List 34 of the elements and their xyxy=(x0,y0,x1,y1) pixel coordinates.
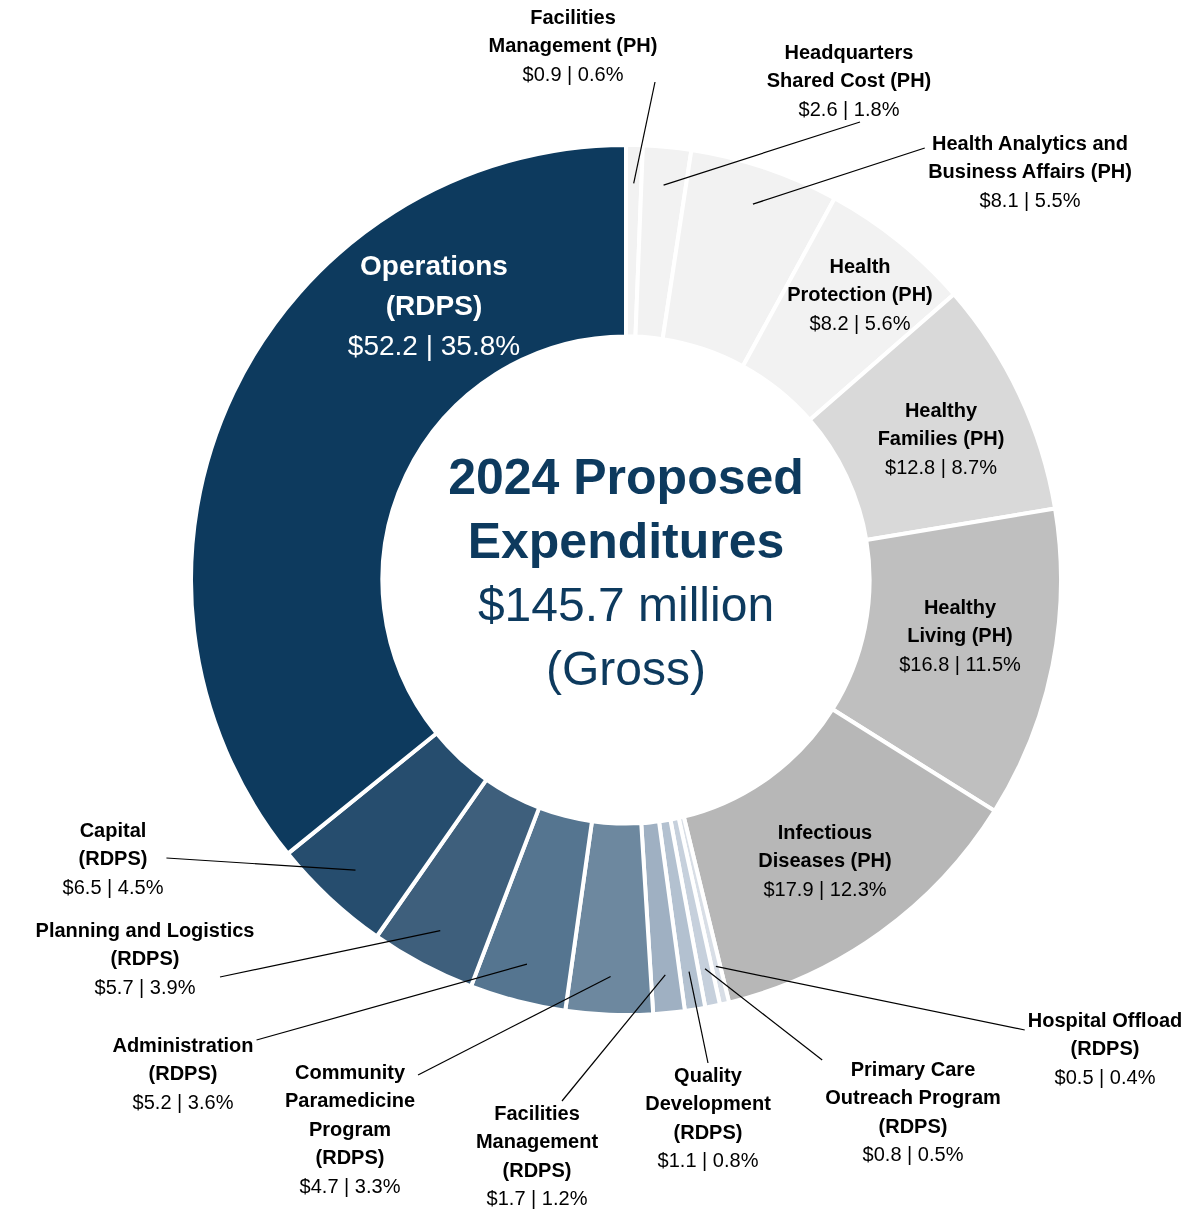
data-label: $0.9 | 0.6% xyxy=(522,62,624,85)
text: 2024 Proposed Expenditures xyxy=(447,448,805,571)
slice-label: Headquarters Shared Cost (PH) xyxy=(766,40,932,92)
data-label: $17.9 | 12.3% xyxy=(763,877,887,900)
data-label: $1.1 | 0.8% xyxy=(657,1149,759,1172)
data-label: $12.8 | 8.7% xyxy=(885,455,998,478)
data-label: $5.7 | 3.9% xyxy=(94,975,196,998)
data-label: $4.7 | 3.3% xyxy=(299,1174,401,1197)
data-label: $16.8 | 11.5% xyxy=(899,652,1021,675)
slice-label: Primary Care Outreach Program (RDPS) xyxy=(825,1057,1001,1137)
data-label: $52.2 | 35.8% xyxy=(347,329,521,361)
slice-label: Community Paramedicine Program (RDPS) xyxy=(284,1060,416,1169)
data-label: $5.2 | 3.6% xyxy=(132,1090,234,1113)
slice-label: Planning and Logistics (RDPS) xyxy=(35,918,255,970)
slice-label: Facilities Management (PH) xyxy=(488,5,658,57)
slice-label: Capital (RDPS) xyxy=(78,818,148,870)
data-label: $2.6 | 1.8% xyxy=(798,97,900,120)
slice-label: Health Analytics and Business Affairs (PH) xyxy=(928,131,1132,183)
data-label: $6.5 | 4.5% xyxy=(62,875,164,898)
data-label: $8.1 | 5.5% xyxy=(979,188,1081,211)
slice-label: Healthy Families (PH) xyxy=(877,398,1005,450)
slice-label: Health Protection (PH) xyxy=(787,254,933,306)
slice-label: Facilities Management (RDPS) xyxy=(475,1101,599,1181)
slice-label: Infectious Diseases (PH) xyxy=(758,820,892,872)
data-label: $0.5 | 0.4% xyxy=(1054,1065,1156,1088)
slice-label: Quality Development (RDPS) xyxy=(645,1063,772,1143)
slice-label: Healthy Living (PH) xyxy=(907,595,1013,647)
data-label: $0.8 | 0.5% xyxy=(862,1143,964,1166)
slice-label: Hospital Offload (RDPS) xyxy=(1027,1008,1183,1060)
slice-label: Administration (RDPS) xyxy=(112,1033,254,1085)
slice-label: Operations (RDPS) xyxy=(360,249,508,321)
text: $145.7 million (Gross) xyxy=(476,577,776,697)
data-label: $1.7 | 1.2% xyxy=(486,1187,588,1210)
data-label: $8.2 | 5.6% xyxy=(809,311,911,334)
